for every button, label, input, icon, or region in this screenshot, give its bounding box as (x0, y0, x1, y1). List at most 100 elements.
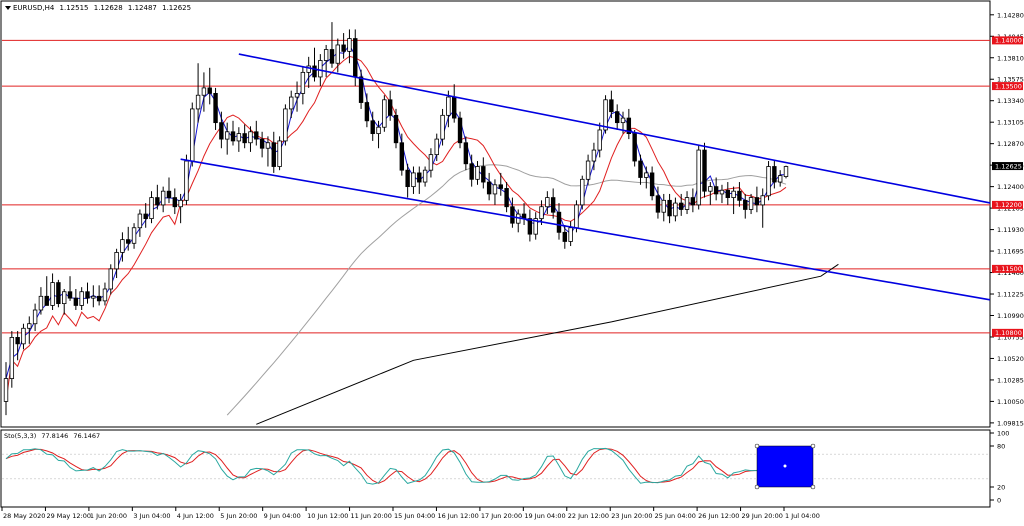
candle-body (114, 252, 119, 270)
candle-body (743, 199, 748, 210)
candle (207, 67, 212, 105)
candle (760, 188, 765, 228)
selection-handle[interactable] (754, 484, 760, 490)
selection-handle[interactable] (810, 443, 816, 449)
candle (533, 212, 538, 240)
candle-body (644, 172, 649, 178)
dropdown-triangle-icon[interactable] (5, 6, 11, 10)
time-tick-label: 11 Jun 20:00 (351, 512, 392, 520)
price-tick-label: 1.09815 (997, 419, 1024, 427)
candle-body (38, 295, 44, 311)
time-tick-label: 17 Jun 20:00 (481, 512, 522, 520)
candle (399, 133, 405, 176)
selection-handle[interactable] (810, 484, 816, 490)
candle (737, 182, 742, 207)
candle (626, 108, 632, 140)
candle-body (422, 169, 428, 183)
candle (137, 209, 143, 237)
price-tick-label: 1.10285 (997, 376, 1024, 384)
candle-body (85, 291, 90, 299)
channel-upper-line[interactable] (238, 53, 991, 204)
candle (114, 248, 119, 279)
candle (550, 188, 556, 219)
stoch-main-value: 77.8146 (41, 432, 68, 440)
candle (510, 197, 515, 228)
candle (166, 177, 172, 204)
candle (486, 172, 492, 201)
level-price-label: 1.13500 (995, 82, 1022, 90)
candle (277, 136, 282, 171)
candle-body (120, 239, 125, 253)
candle-body (585, 160, 591, 180)
svg-text:EURUSD,H4 1.12515: EURUSD,H4 1.12515 1.12628 1.12487 1.1262… (13, 4, 191, 12)
candle-body (696, 149, 701, 206)
candle-body (620, 117, 626, 124)
selection-handle[interactable] (754, 443, 760, 449)
candle-body (568, 227, 573, 242)
candle-body (15, 337, 20, 345)
candle-body (44, 295, 49, 306)
candle (131, 223, 137, 249)
candle-body (399, 142, 405, 171)
candle-body (27, 323, 32, 329)
candle (306, 56, 311, 88)
candle (283, 104, 288, 146)
current-price-tag (992, 162, 1023, 171)
candle-body (411, 172, 416, 188)
candle-body (638, 160, 643, 178)
candle-body (492, 184, 498, 195)
candle (79, 287, 84, 311)
candle (195, 63, 201, 123)
candle (178, 193, 183, 224)
candle-body (562, 231, 568, 242)
candle (3, 362, 9, 416)
candle (632, 129, 637, 167)
candle (312, 47, 317, 82)
candle-body (300, 71, 306, 94)
time-tick-label: 16 Jun 12:00 (437, 512, 478, 520)
candle (684, 191, 690, 215)
candle (108, 264, 113, 295)
candle (417, 166, 422, 194)
candle-body (777, 175, 783, 183)
candle (190, 102, 195, 167)
symbol-name: EURUSD,H4 (13, 4, 55, 12)
candle-body (737, 190, 742, 201)
candle-body (766, 166, 771, 197)
candle-body (393, 114, 399, 144)
candle (702, 142, 707, 198)
level-price-label: 1.12200 (995, 201, 1022, 209)
stoch-tick-label: 0 (997, 497, 1001, 505)
candle (446, 90, 451, 128)
candle-body (155, 197, 160, 206)
candle-body (178, 199, 183, 208)
level-price-label: 1.10800 (995, 329, 1022, 337)
candle (289, 90, 294, 119)
candle (67, 276, 73, 301)
time-tick-label: 26 Jun 12:00 (698, 512, 739, 520)
main-pane-frame (0, 0, 991, 428)
candle (236, 127, 242, 152)
candle (271, 131, 276, 173)
candle-body (224, 131, 230, 140)
candle-body (254, 131, 259, 140)
candle (9, 331, 15, 388)
candle (62, 288, 67, 315)
candle (44, 276, 49, 306)
candle (91, 285, 96, 308)
price-tick-label: 1.10755 (997, 333, 1024, 341)
candle (21, 323, 26, 350)
candle (50, 273, 55, 311)
candle-body (708, 186, 713, 192)
selection-box[interactable] (754, 443, 816, 490)
candle (358, 69, 364, 109)
selection-center[interactable] (783, 464, 787, 468)
candle (184, 154, 189, 205)
time-tick-label: 29 Jun 20:00 (742, 512, 783, 520)
candle-body (580, 178, 585, 206)
channel-lower-line[interactable] (180, 158, 991, 301)
level-price-label: 1.11500 (995, 265, 1022, 273)
candle (498, 172, 503, 196)
candle (341, 33, 346, 59)
